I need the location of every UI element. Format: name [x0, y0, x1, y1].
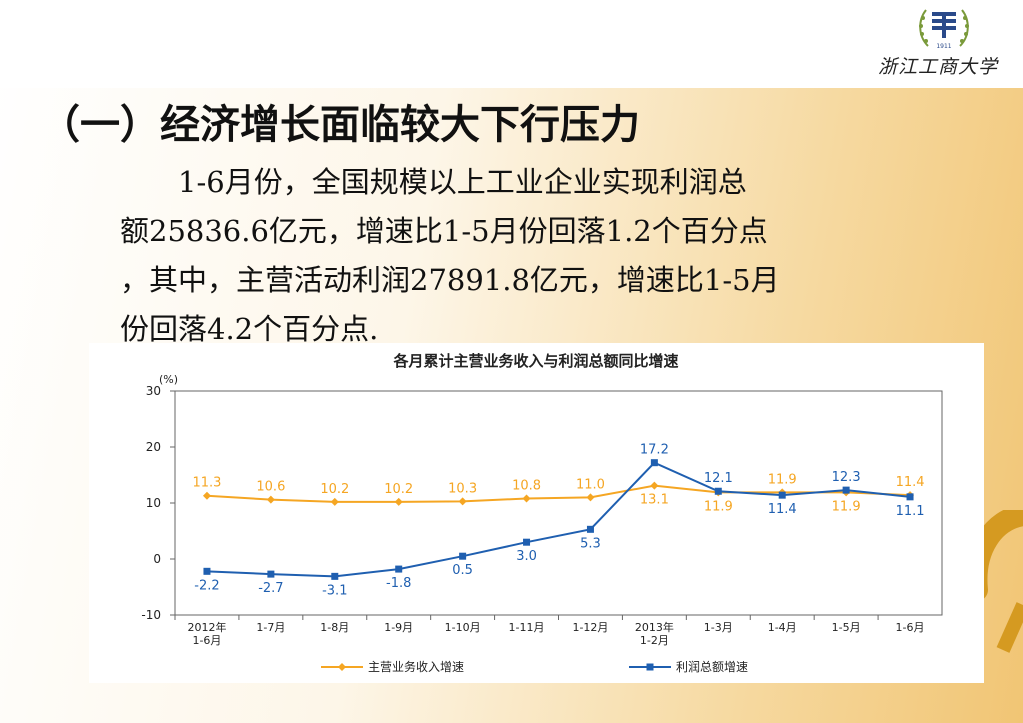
- data-label-layer: 11.3 10.6 10.2 10.2 10.3 10.8 11.0 13.1 11.9 11.9…: [192, 443, 924, 599]
- revenue-data-label: 13.1: [640, 493, 669, 508]
- x-tick-label: 1-11月: [509, 621, 545, 634]
- y-tick-label: -10: [141, 608, 161, 622]
- top-band: [0, 0, 1023, 88]
- profit-data-label: 12.3: [832, 470, 861, 485]
- body-paragraph: 1-6月份，全国规模以上工业企业实现利润总 额25836.6亿元，增速比1-5月…: [120, 158, 980, 354]
- x-tick-label: 2012年 1-6月: [187, 620, 226, 647]
- revenue-data-label: 10.2: [384, 482, 413, 497]
- legend-marker: [646, 663, 654, 671]
- profit-point-marker: [459, 552, 467, 560]
- revenue-data-label: 11.0: [576, 477, 605, 492]
- profit-point-marker: [395, 565, 403, 573]
- profit-point-marker: [714, 487, 722, 495]
- x-tick-label: 1-3月: [704, 621, 733, 634]
- y-axis: -10 0 10 20 30: [141, 384, 175, 622]
- x-tick-label: 1-10月: [445, 621, 481, 634]
- slide-heading: （一）经济增长面临较大下行压力: [40, 102, 640, 148]
- profit-data-label: -1.8: [386, 576, 411, 591]
- revenue-data-label: 11.3: [192, 476, 221, 491]
- revenue-point-marker: [650, 481, 659, 490]
- emblem-year: 1911: [936, 43, 951, 50]
- university-name: 浙江工商大学: [878, 56, 999, 78]
- y-tick-label: 0: [153, 552, 161, 566]
- plot-frame: [174, 390, 943, 616]
- chart-title: 各月累计主营业务收入与利润总额同比增速: [392, 352, 678, 370]
- profit-point-marker: [267, 570, 275, 578]
- y-tick-label: 10: [146, 496, 161, 510]
- profit-point-marker: [523, 538, 531, 546]
- paragraph-line: 份回落4.2个百分点.: [120, 312, 379, 346]
- paragraph-line: 1-6月份，全国规模以上工业企业实现利润总: [178, 165, 747, 199]
- x-tick-label: 1-4月: [768, 621, 797, 634]
- legend-label: 主营业务收入增速: [368, 659, 464, 674]
- y-unit-label: (%): [159, 373, 178, 386]
- x-tick-label: 2013年 1-2月: [635, 620, 674, 647]
- x-tick-label: 1-9月: [384, 621, 413, 634]
- revenue-data-label: 11.9: [768, 472, 797, 487]
- revenue-data-label: 11.4: [896, 475, 925, 490]
- revenue-point-marker: [586, 493, 595, 502]
- profit-data-label: 3.0: [516, 549, 537, 564]
- legend-label: 利润总额增速: [676, 660, 748, 674]
- profit-point-marker: [906, 493, 914, 501]
- paragraph-line: ，其中，主营活动利润27891.8亿元，增速比1-5月: [120, 263, 780, 297]
- profit-data-label: 5.3: [580, 536, 601, 551]
- profit-data-label: -3.1: [322, 583, 347, 598]
- profit-data-label: -2.7: [258, 581, 283, 596]
- line-chart: 各月累计主营业务收入与利润总额同比增速 (%) -10 0 10 20 30 2012年…: [141, 352, 943, 674]
- x-tick-label: 1-7月: [256, 621, 285, 634]
- profit-point-marker: [331, 572, 339, 580]
- legend: 主营业务收入增速 利润总额增速: [321, 659, 748, 674]
- legend-marker: [338, 663, 346, 671]
- revenue-data-label: 10.6: [256, 480, 285, 495]
- series-layer: [202, 459, 915, 580]
- profit-data-label: 11.4: [768, 502, 797, 517]
- revenue-data-label: 11.9: [704, 499, 733, 514]
- profit-point-marker: [778, 491, 786, 499]
- profit-data-label: 12.1: [704, 471, 733, 486]
- x-tick-label: 1-6月: [896, 621, 925, 634]
- revenue-data-label: 10.2: [320, 482, 349, 497]
- profit-data-label: 17.2: [640, 443, 669, 458]
- revenue-data-label: 10.8: [512, 479, 541, 494]
- x-tick-label: 1-12月: [572, 621, 608, 634]
- profit-series-line: [206, 461, 911, 578]
- revenue-data-label: 10.3: [448, 481, 477, 496]
- revenue-point-marker: [458, 497, 467, 506]
- revenue-series-line: [206, 484, 911, 503]
- university-emblem-icon: 1911: [919, 9, 969, 50]
- x-axis: 2012年 1-6月 1-7月 1-8月 1-9月 1-10月 1-11月 1-12月 2013…: [174, 615, 925, 647]
- profit-data-label: 11.1: [896, 504, 925, 519]
- revenue-point-marker: [266, 495, 275, 504]
- profit-data-label: 0.5: [452, 563, 473, 578]
- y-tick-label: 20: [146, 440, 161, 454]
- y-tick-label: 30: [146, 384, 161, 398]
- paragraph-line: 额25836.6亿元，增速比1-5月份回落1.2个百分点: [120, 214, 768, 248]
- x-tick-label: 1-5月: [832, 621, 861, 634]
- profit-point-marker: [586, 525, 594, 533]
- chart-panel: 各月累计主营业务收入与利润总额同比增速 (%) -10 0 10 20 30 2012年…: [89, 343, 984, 683]
- revenue-data-label: 11.9: [832, 499, 861, 514]
- profit-data-label: -2.2: [194, 578, 219, 593]
- revenue-point-marker: [394, 497, 403, 506]
- revenue-point-marker: [522, 494, 531, 503]
- profit-point-marker: [203, 567, 211, 575]
- revenue-point-marker: [330, 497, 339, 506]
- profit-point-marker: [842, 486, 850, 494]
- x-tick-label: 1-8月: [320, 621, 349, 634]
- profit-point-marker: [650, 459, 658, 467]
- revenue-point-marker: [202, 491, 211, 500]
